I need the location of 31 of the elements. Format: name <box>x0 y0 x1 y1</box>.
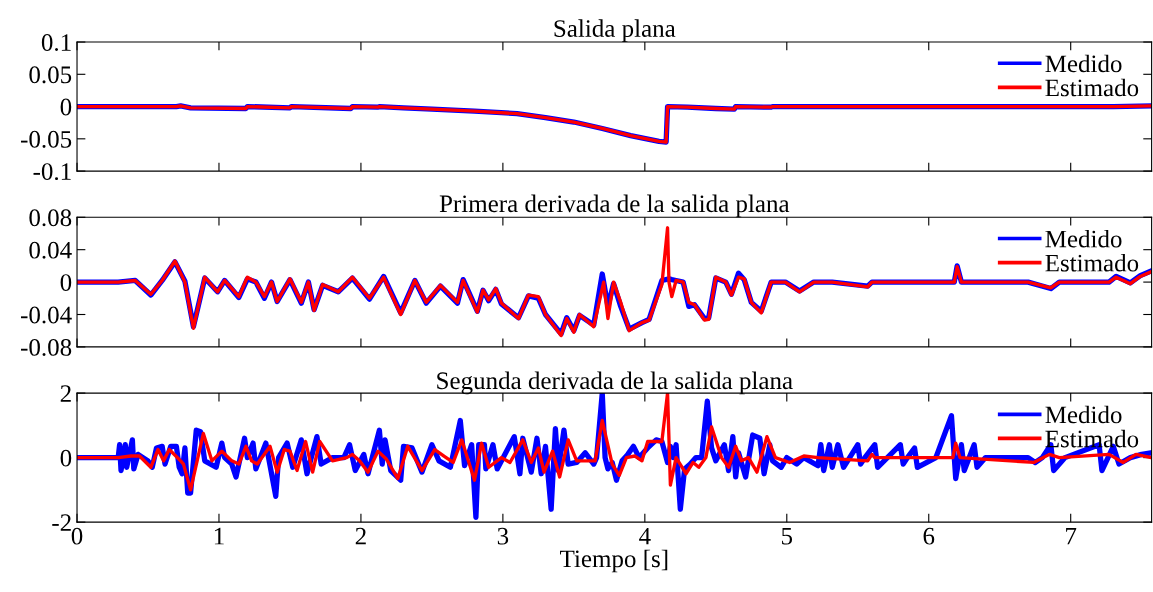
y-tick-label: 0.05 <box>29 66 72 84</box>
legend-label: Medido <box>1045 229 1122 248</box>
y-tick-label: 0.1 <box>41 34 71 52</box>
chart-title: Salida plana <box>554 19 676 43</box>
x-tick-label: 3 <box>497 527 509 545</box>
x-tick-label: 1 <box>214 527 224 545</box>
legend-label: Estimado <box>1045 78 1139 97</box>
x-axis-title: Tiempo [s] <box>560 549 668 573</box>
legend-label: Estimado <box>1045 429 1139 448</box>
y-tick-label: 0 <box>60 98 72 116</box>
x-tick-label: 4 <box>639 527 651 545</box>
y-tick-label: -0.04 <box>21 306 72 324</box>
y-tick-label: 0.04 <box>29 241 72 259</box>
y-tick-label: 0 <box>60 274 72 292</box>
x-tick-label: 6 <box>923 527 935 545</box>
y-tick-label: 0.08 <box>29 209 72 227</box>
y-tick-label: -0.1 <box>33 163 71 181</box>
legend-label: Medido <box>1045 54 1122 73</box>
y-tick-label: 0 <box>60 449 72 467</box>
legend-label: Estimado <box>1045 253 1139 272</box>
x-tick-label: 2 <box>355 527 366 545</box>
y-tick-label: 2 <box>60 385 71 402</box>
y-tick-label: -0.05 <box>21 130 72 148</box>
chart-title: Segunda derivada de la salida plana <box>437 371 793 395</box>
y-tick-label: -0.08 <box>21 338 72 356</box>
y-tick-label: -2 <box>52 514 71 531</box>
legend-label: Medido <box>1045 405 1122 424</box>
x-tick-label: 0 <box>71 527 83 545</box>
x-tick-label: 5 <box>782 527 793 545</box>
x-tick-label: 7 <box>1066 527 1077 545</box>
chart-title: Primera derivada de la salida plana <box>439 194 790 218</box>
